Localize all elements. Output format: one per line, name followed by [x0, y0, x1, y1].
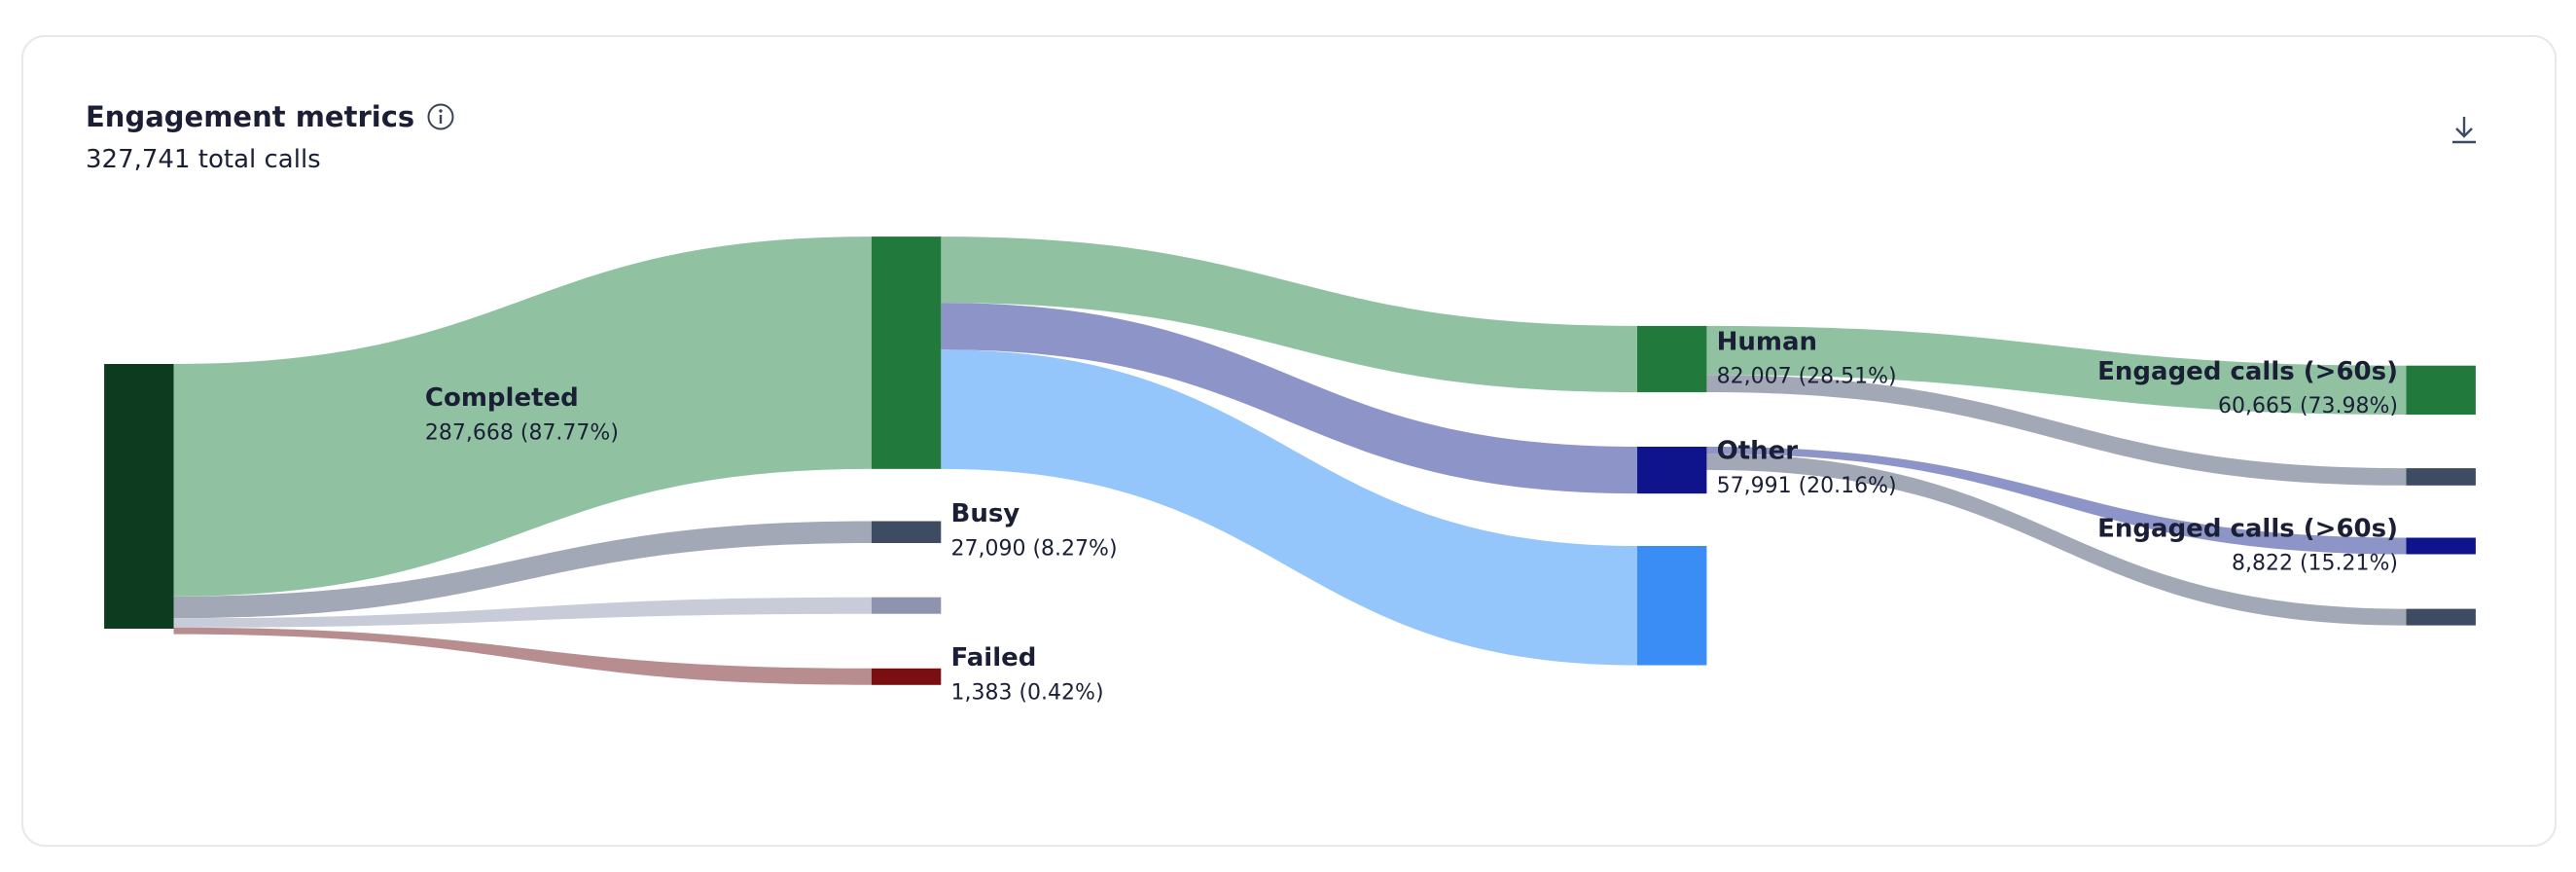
sankey-link — [173, 236, 872, 597]
info-icon[interactable] — [426, 102, 455, 131]
sankey-link — [1706, 454, 2407, 626]
download-button[interactable] — [2447, 112, 2482, 147]
node-label: Failed — [951, 643, 1037, 672]
node-value-label: 287,668 (87.77%) — [425, 420, 619, 445]
node-value-label: 27,090 (8.27%) — [951, 536, 1118, 561]
sankey-node — [104, 364, 174, 629]
sankey-link — [1706, 325, 2407, 416]
sankey-node — [871, 236, 942, 469]
subtitle: 327,741 total calls — [86, 145, 321, 174]
node-value-label: 60,665 (73.98%) — [2218, 394, 2398, 418]
sankey-link — [941, 303, 1637, 494]
node-label: Busy — [951, 499, 1020, 528]
sankey-node — [871, 668, 942, 685]
title-row: Engagement metrics — [86, 100, 455, 133]
sankey-node — [2406, 608, 2476, 626]
sankey-link — [941, 236, 1637, 392]
node-label: Human — [1717, 327, 1817, 356]
sankey-link — [941, 349, 1637, 666]
sankey-link — [1706, 375, 2407, 486]
header: Engagement metrics 327,741 total calls — [86, 100, 455, 174]
title: Engagement metrics — [86, 100, 415, 133]
sankey-node — [2406, 537, 2476, 555]
node-value-label: 82,007 (28.51%) — [1717, 365, 1897, 389]
node-label: Completed — [425, 383, 579, 413]
node-label: Engaged calls (>60s) — [2097, 515, 2398, 544]
sankey-node — [871, 597, 942, 614]
sankey-node — [871, 521, 942, 543]
sankey-node — [1637, 447, 1707, 494]
card — [21, 35, 2557, 847]
sankey-link — [1706, 447, 2407, 555]
sankey-node — [1637, 546, 1707, 666]
sankey-link — [173, 627, 872, 685]
sankey-link — [173, 521, 872, 619]
node-value-label: 8,822 (15.21%) — [2232, 552, 2398, 576]
node-value-label: 57,991 (20.16%) — [1717, 474, 1897, 498]
sankey-node — [1637, 325, 1707, 392]
node-value-label: 1,383 (0.42%) — [951, 680, 1104, 705]
sankey-link — [173, 597, 872, 628]
sankey-node — [2406, 365, 2476, 416]
node-label: Other — [1717, 437, 1799, 466]
sankey-node — [2406, 468, 2476, 486]
node-label: Engaged calls (>60s) — [2097, 357, 2398, 386]
